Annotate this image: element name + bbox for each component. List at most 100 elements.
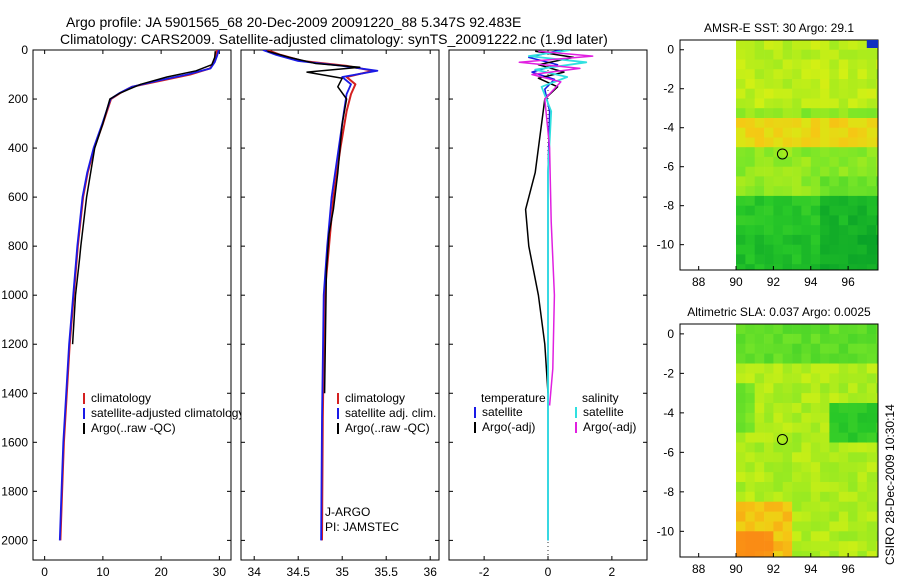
map-cell	[866, 118, 877, 129]
map-cell	[857, 432, 868, 443]
map-cell	[848, 225, 858, 236]
map-cell	[810, 137, 821, 148]
map-cell	[857, 491, 868, 503]
map-cell	[801, 373, 812, 384]
map-cell	[829, 49, 840, 60]
map-cell	[866, 244, 877, 255]
map-cell	[773, 531, 784, 542]
map-cell	[764, 88, 774, 99]
map-cell	[792, 59, 802, 70]
map-cell	[801, 333, 812, 345]
map-cell	[820, 462, 830, 473]
map-cell	[820, 176, 830, 187]
temp-legend-label: Argo(..raw -QC)	[91, 421, 176, 435]
diff-legend-label: Argo(-adj)	[482, 420, 535, 434]
map-cell	[792, 462, 802, 473]
map-cell	[754, 205, 765, 216]
map-cell	[745, 215, 756, 226]
map-cell	[801, 98, 812, 109]
map-cell	[838, 59, 849, 70]
map-cell	[810, 59, 821, 70]
map-cell	[810, 541, 821, 552]
map-cell	[810, 118, 821, 129]
map-cell	[866, 422, 877, 433]
map-cell	[820, 343, 830, 354]
map-cell	[876, 49, 879, 60]
map-cell	[782, 452, 793, 463]
map-cell	[866, 403, 877, 414]
map-cell	[736, 40, 746, 51]
map-cell	[857, 363, 868, 374]
map-cell	[764, 521, 774, 532]
map-cell	[857, 541, 868, 552]
map-cell	[866, 176, 877, 187]
map-cell	[736, 49, 746, 60]
map-cell	[866, 234, 877, 245]
map-cell	[736, 353, 746, 364]
map-cell	[745, 491, 756, 503]
map-cell	[745, 40, 756, 51]
map-cell	[764, 393, 774, 404]
map-cell	[876, 412, 879, 424]
map-cell	[782, 422, 793, 433]
map-x-tick-label: 94	[804, 562, 818, 576]
map-cell	[801, 462, 812, 473]
map-cell	[820, 373, 830, 384]
map-cell	[829, 127, 840, 138]
map-cell	[745, 541, 756, 552]
map-cell	[829, 403, 840, 414]
map-cell	[829, 373, 840, 384]
map-cell	[866, 551, 877, 558]
x-tick-label: 2	[609, 565, 616, 579]
map-cell	[754, 156, 765, 167]
map-cell	[764, 205, 774, 216]
map-cell	[876, 501, 879, 512]
figure-title-line2: Climatology: CARS2009. Satellite-adjuste…	[60, 31, 608, 47]
map-cell	[764, 49, 774, 60]
map-cell	[829, 118, 840, 129]
map-cell	[801, 482, 812, 493]
map-cell	[745, 373, 756, 384]
map-cell	[792, 40, 802, 51]
map-cell	[801, 551, 812, 558]
map-cell	[782, 412, 793, 424]
map-cell	[857, 264, 868, 271]
map-cell	[773, 118, 784, 129]
map-cell	[820, 137, 830, 148]
map-cell	[745, 195, 756, 206]
map-cell	[820, 452, 830, 463]
map-cell	[754, 521, 765, 532]
map-cell	[773, 166, 784, 177]
map-cell	[754, 452, 765, 463]
map-cell	[876, 511, 879, 522]
map-cell	[773, 422, 784, 433]
map-cell	[876, 147, 879, 158]
map-cell	[829, 147, 840, 158]
map-cell	[820, 432, 830, 443]
map-cell	[736, 108, 746, 119]
map-cell	[745, 137, 756, 148]
map-cell	[866, 442, 877, 453]
map-cell	[848, 176, 858, 187]
map-cell	[792, 156, 802, 167]
map-cell	[792, 215, 802, 226]
map-cell	[801, 79, 812, 90]
map-cell	[857, 59, 868, 70]
map-cell	[810, 531, 821, 542]
map-cell	[792, 373, 802, 384]
map-x-tick-label: 88	[692, 275, 706, 289]
map-cell	[810, 511, 821, 522]
map-cell	[773, 88, 784, 99]
x-tick-label: 10	[96, 565, 110, 579]
map-cell	[838, 422, 849, 433]
map-corner-cell	[866, 40, 878, 48]
map-cell	[857, 186, 868, 197]
map-cell	[764, 343, 774, 354]
map-cell	[764, 195, 774, 206]
sal-legend-swatch	[337, 393, 339, 404]
temp-legend-label: satellite-adjusted climatology	[91, 406, 244, 420]
map-cell	[801, 234, 812, 245]
map-cell	[838, 186, 849, 197]
map-cell	[820, 156, 830, 167]
